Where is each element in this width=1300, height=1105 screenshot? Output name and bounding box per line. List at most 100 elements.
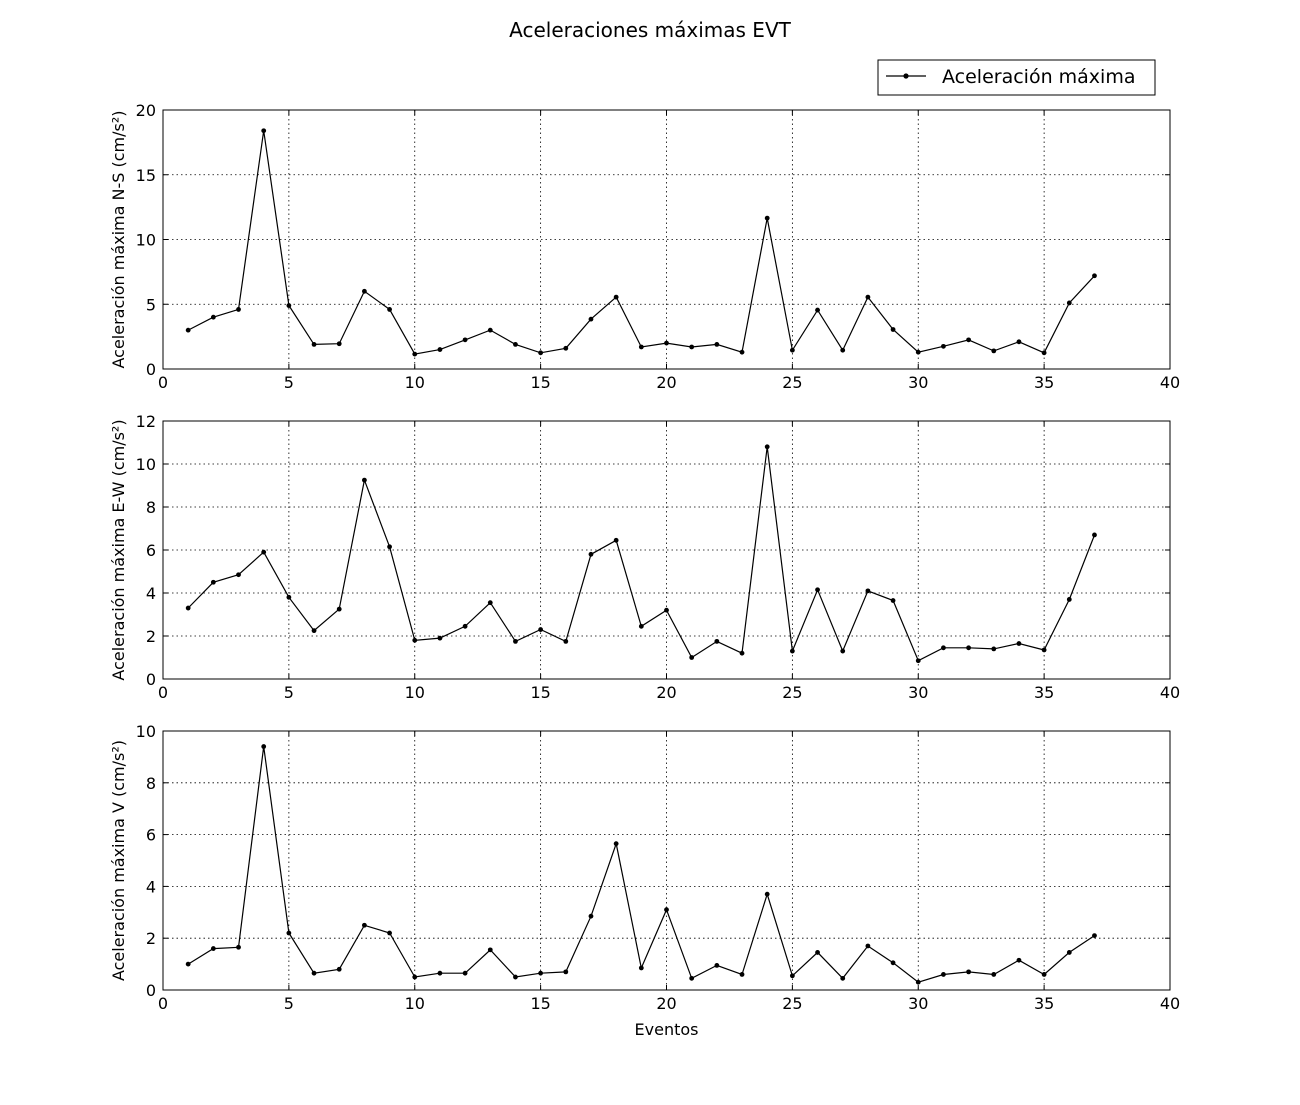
data-point (966, 337, 971, 343)
data-point (815, 307, 820, 313)
data-point (890, 327, 896, 332)
data-point (462, 970, 468, 976)
data-point (261, 128, 267, 134)
legend-box (877, 59, 1156, 96)
y-tick-label: 5 (146, 295, 156, 314)
data-point (789, 648, 795, 654)
x-tick-label: 10 (405, 994, 425, 1013)
data-point (387, 307, 392, 312)
data-point (236, 307, 241, 312)
data-point (487, 600, 493, 606)
x-tick-label: 40 (1160, 994, 1180, 1013)
y-tick-label: 2 (146, 627, 156, 646)
data-point (311, 970, 317, 976)
data-point (362, 288, 367, 294)
x-tick-label: 40 (1160, 683, 1180, 702)
data-point (588, 316, 594, 322)
data-point (664, 907, 669, 913)
data-point (236, 572, 241, 578)
data-point (311, 628, 317, 634)
data-point (336, 966, 342, 972)
data-point (336, 606, 342, 612)
data-point (865, 294, 871, 300)
legend-label: Aceleración máxima (942, 66, 1135, 88)
y-tick-label: 8 (146, 774, 156, 793)
plot-frame (162, 730, 1171, 991)
x-tick-label: 5 (284, 373, 294, 392)
data-point (185, 327, 191, 333)
panel-e-w: 0 5 10 15 20 25 30 35 40 0 2 4 6 8 10 12 Aceleración máx… (109, 412, 1180, 702)
series-line (187, 746, 1095, 983)
y-tick-label: 4 (146, 584, 156, 603)
y-tick-label: 6 (146, 541, 156, 560)
data-point (966, 645, 971, 651)
y-tick-label: 10 (136, 231, 156, 250)
x-tick-label: 15 (530, 683, 550, 702)
data-point (840, 347, 846, 353)
data-point (563, 638, 569, 644)
x-tick-label: 20 (656, 683, 676, 702)
data-point (1041, 350, 1047, 356)
data-point (764, 215, 770, 221)
y-tick-label: 12 (136, 412, 156, 431)
data-point (437, 635, 443, 641)
x-tick-label: 30 (908, 373, 928, 392)
x-tick-label: 35 (1034, 994, 1054, 1013)
data-point (966, 969, 971, 975)
x-tick-label: 20 (656, 994, 676, 1013)
data-point (412, 637, 418, 643)
data-point (789, 347, 795, 353)
data-point (336, 341, 342, 347)
y-tick-label: 10 (136, 455, 156, 474)
x-tick-label: 35 (1034, 373, 1054, 392)
data-point (563, 969, 569, 975)
data-point (1092, 273, 1097, 279)
series-line (187, 130, 1095, 355)
data-point (1016, 641, 1022, 646)
data-point (513, 974, 518, 980)
data-point (588, 913, 594, 919)
data-point (362, 477, 367, 483)
data-point (941, 972, 946, 977)
x-tick-label: 15 (530, 373, 550, 392)
data-point (638, 344, 644, 350)
data-point (387, 544, 392, 550)
x-tick-label: 25 (782, 373, 802, 392)
x-tick-label: 5 (284, 994, 294, 1013)
x-axis-label: Eventos (635, 1020, 699, 1039)
data-point (236, 944, 241, 950)
data-point (1092, 933, 1097, 939)
y-tick-label: 8 (146, 498, 156, 517)
x-tick-label: 30 (908, 683, 928, 702)
data-point (412, 974, 418, 980)
y-tick-label: 20 (136, 101, 156, 120)
data-point (638, 965, 644, 971)
data-point (915, 349, 921, 355)
data-point (210, 579, 216, 585)
data-point (563, 345, 569, 351)
x-tick-label: 10 (405, 683, 425, 702)
data-point (815, 950, 820, 955)
data-point (991, 972, 997, 977)
data-point (286, 303, 292, 308)
data-point (387, 930, 392, 936)
data-point (890, 598, 896, 603)
data-point (739, 349, 745, 355)
data-point (1092, 532, 1097, 538)
data-point (185, 605, 191, 611)
data-point (185, 961, 191, 967)
data-point (915, 658, 921, 664)
y-tick-label: 15 (136, 166, 156, 185)
data-point (991, 348, 997, 354)
data-point (1016, 339, 1022, 345)
x-tick-label: 35 (1034, 683, 1054, 702)
y-tick-label: 6 (146, 826, 156, 845)
legend-marker (903, 73, 909, 79)
y-tick-label: 0 (146, 981, 156, 1000)
data-point (664, 340, 669, 346)
y-axis-label: Aceleración máxima N-S (cm/s²) (109, 110, 128, 368)
data-point (1016, 957, 1022, 963)
data-point (689, 655, 695, 660)
